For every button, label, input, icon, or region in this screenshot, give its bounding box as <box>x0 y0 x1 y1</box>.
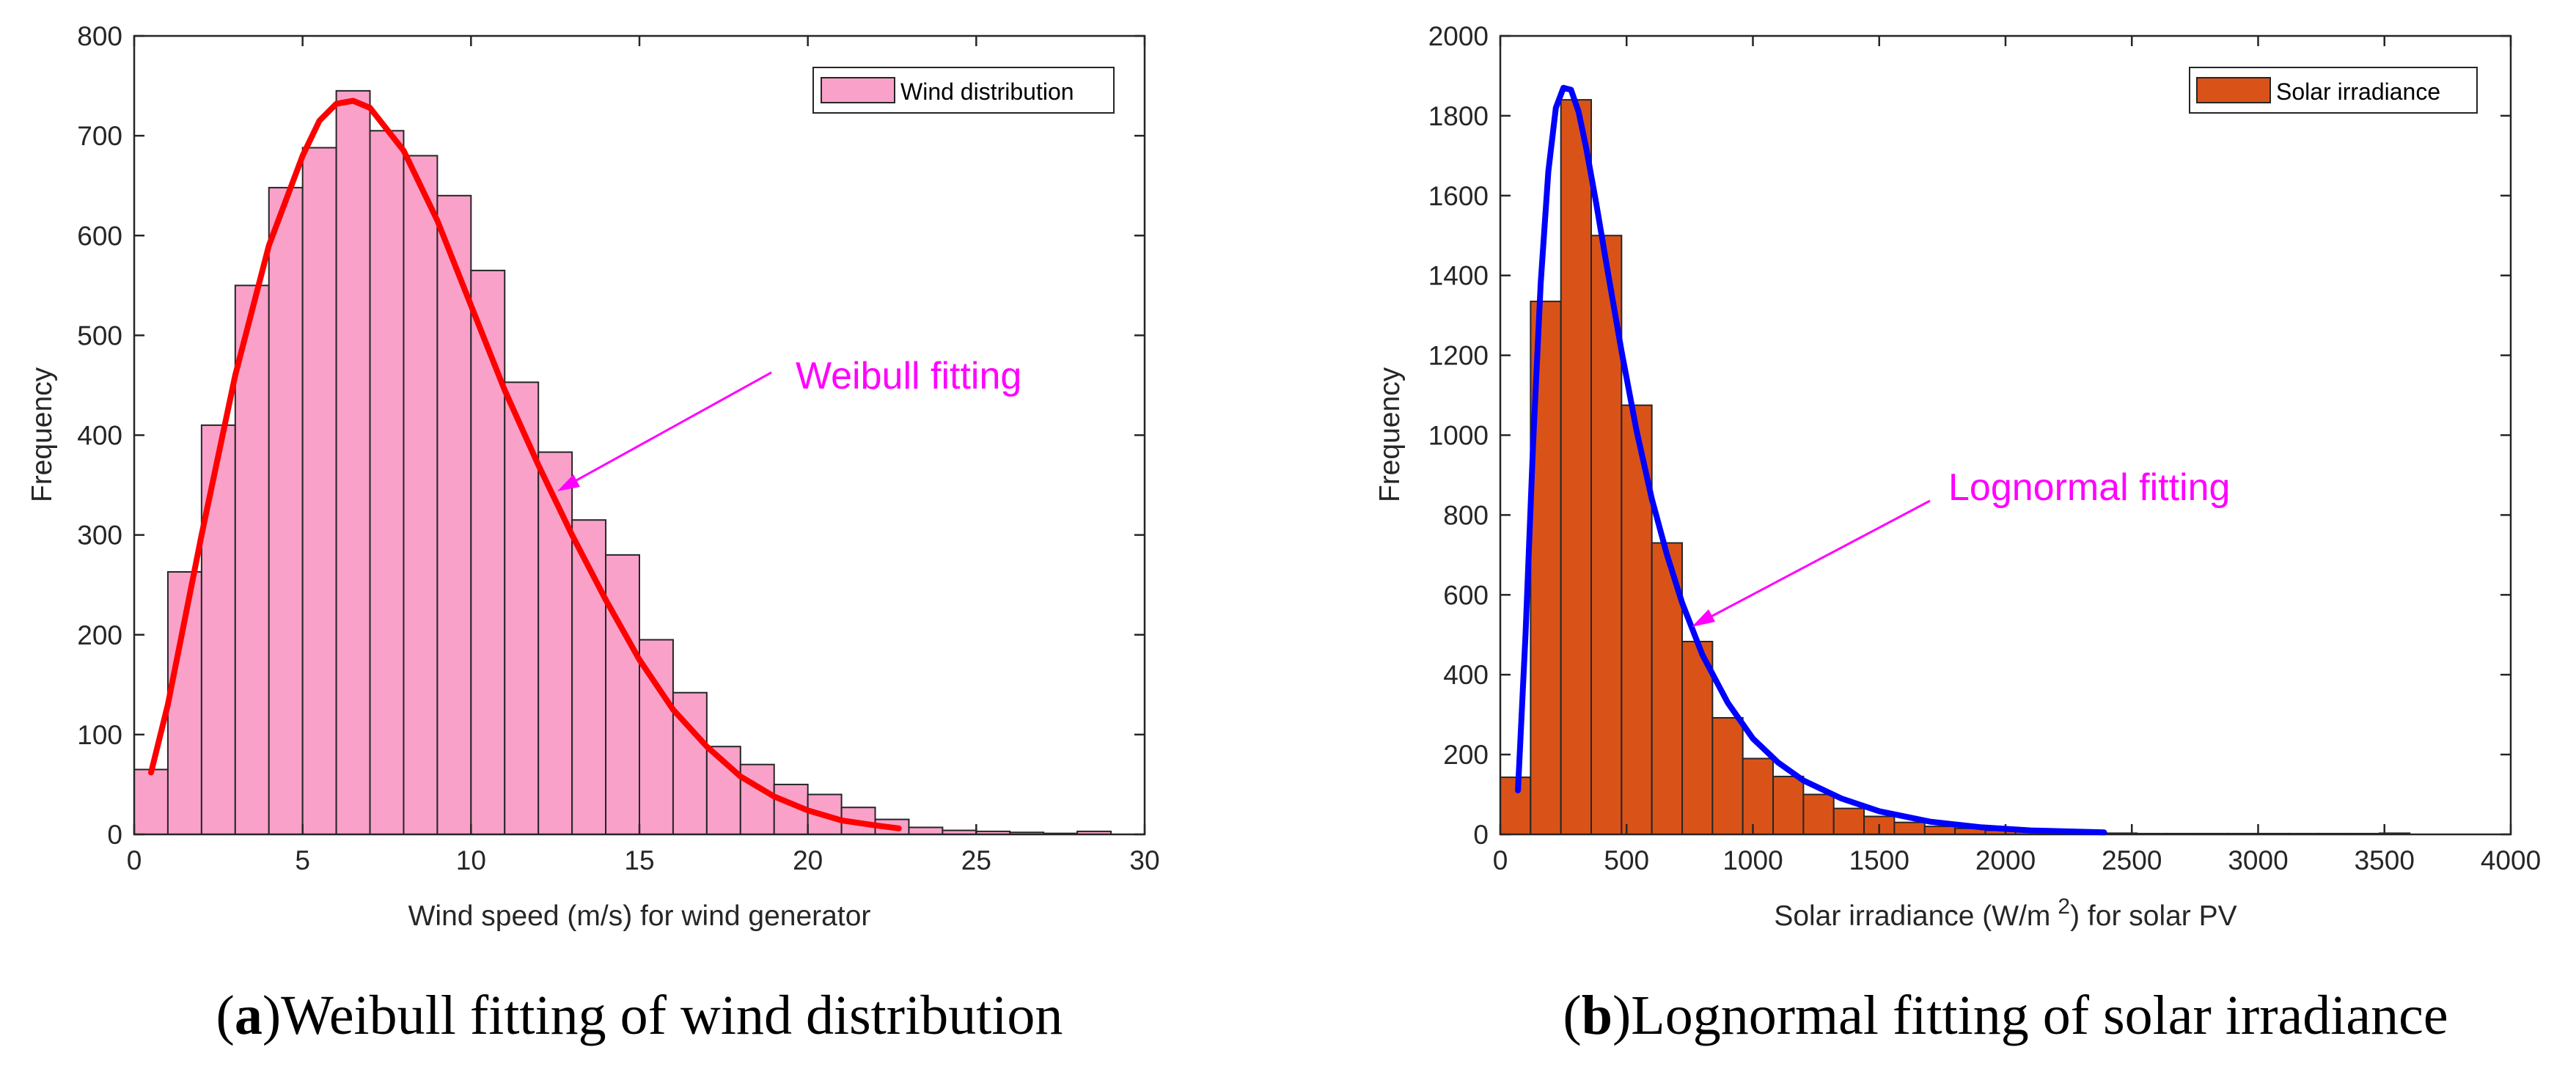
lognormal-arrow-head <box>1692 609 1715 627</box>
solar-y-tick-label: 200 <box>1443 740 1489 770</box>
wind-y-tick-label: 500 <box>77 320 122 350</box>
solar-x-tick-label: 500 <box>1604 845 1649 875</box>
wind-y-tick-label: 400 <box>77 421 122 451</box>
lognormal-arrow-line <box>1700 499 1931 623</box>
wind-x-tick-label: 20 <box>793 845 823 875</box>
wind-x-axis-label: Wind speed (m/s) for wind generator <box>408 900 871 932</box>
solar-x-axis-label-suffix: ) for solar PV <box>2070 900 2237 932</box>
wind-legend-label: Wind distribution <box>900 78 1074 105</box>
solar-y-tick-label: 600 <box>1443 580 1489 610</box>
wind-bar <box>234 284 270 835</box>
solar-y-tick-label: 0 <box>1473 820 1489 850</box>
solar-x-tick-label: 2500 <box>2102 845 2162 875</box>
caption-a-letter: a <box>235 985 263 1046</box>
solar-y-tick-label: 1400 <box>1428 261 1489 291</box>
solar-y-tick-label: 1000 <box>1428 421 1489 451</box>
wind-bar <box>537 451 573 835</box>
solar-y-tick-label: 1200 <box>1428 341 1489 371</box>
wind-bar <box>133 768 169 836</box>
caption-b: (b)Lognormal fitting of solar irradiance <box>1563 985 2448 1046</box>
solar-bar <box>1923 826 1956 835</box>
solar-x-axis-label-sup: 2 <box>2058 894 2070 919</box>
solar-bar <box>1742 757 1775 836</box>
lognormal-fit-curve <box>1515 84 2107 836</box>
solar-axes-box <box>1499 34 2512 836</box>
wind-x-tick-label: 25 <box>961 845 991 875</box>
wind-y-tick-label: 600 <box>77 221 122 251</box>
wind-legend-swatch <box>821 77 895 103</box>
solar-bar <box>1832 807 1865 836</box>
lognormal-annotation: Lognormal fitting <box>1692 466 2230 627</box>
caption-a-text: )Weibull fitting of wind distribution <box>263 985 1063 1046</box>
wind-histogram-bars <box>133 89 1112 836</box>
wind-y-tick-label: 0 <box>107 820 122 850</box>
wind-bar <box>335 89 371 835</box>
wind-x-tick-label: 15 <box>624 845 654 875</box>
solar-legend-swatch <box>2196 77 2271 103</box>
solar-x-tick-label: 1500 <box>1849 845 1909 875</box>
solar-y-tick-label: 800 <box>1443 500 1489 530</box>
solar-bar <box>1560 99 1593 835</box>
weibull-annotation: Weibull fitting <box>557 355 1021 491</box>
solar-tick-labels: 0 500 1000 1500 2000 2500 3000 3500 4000 0 200 400 6… <box>1428 21 2541 875</box>
wind-y-tick-label: 100 <box>77 720 122 750</box>
solar-bar <box>1711 717 1744 835</box>
solar-x-tick-label: 0 <box>1493 845 1508 875</box>
solar-y-tick-label: 1800 <box>1428 101 1489 131</box>
wind-y-tick-label: 800 <box>77 21 122 51</box>
wind-y-axis-label: Frequency <box>26 367 58 502</box>
solar-histogram-bars <box>1500 99 2411 836</box>
caption-a: (a)Weibull fitting of wind distribution <box>216 985 1063 1046</box>
wind-bar <box>436 194 472 835</box>
solar-x-tick-label: 3500 <box>2355 845 2415 875</box>
caption-b-letter: b <box>1582 985 1612 1046</box>
weibull-arrow-line <box>564 371 772 488</box>
wind-x-tick-label: 10 <box>456 845 486 875</box>
solar-x-tick-label: 4000 <box>2481 845 2541 875</box>
wind-bar <box>739 763 775 836</box>
solar-x-axis-label-main: Solar irradiance (W/m <box>1774 900 2050 932</box>
solar-bar <box>1893 821 1926 836</box>
solar-legend-label: Solar irradiance <box>2276 78 2440 105</box>
wind-x-tick-label: 5 <box>295 845 310 875</box>
wind-axes-box <box>133 34 1146 836</box>
wind-legend: Wind distribution <box>812 67 1115 114</box>
wind-bar <box>369 130 405 836</box>
solar-y-tick-label: 400 <box>1443 660 1489 690</box>
wind-x-tick-label: 30 <box>1129 845 1159 875</box>
weibull-annotation-text: Weibull fitting <box>796 355 1021 397</box>
weibull-arrow-head <box>557 474 580 491</box>
wind-y-tick-label: 200 <box>77 620 122 650</box>
wind-bar <box>908 826 944 835</box>
wind-bar <box>200 424 236 835</box>
wind-y-tick-label: 700 <box>77 121 122 151</box>
solar-x-axis-label: Solar irradiance (W/m 2) for solar PV <box>1774 894 2236 932</box>
solar-bar <box>1802 793 1835 836</box>
solar-bar <box>1772 776 1805 835</box>
wind-bar <box>301 147 337 835</box>
solar-y-tick-label: 2000 <box>1428 21 1489 51</box>
solar-x-tick-label: 1000 <box>1722 845 1783 875</box>
caption-b-text: )Lognormal fitting of solar irradiance <box>1612 985 2448 1046</box>
wind-bar <box>268 186 304 836</box>
wind-x-tick-label: 0 <box>127 845 142 875</box>
solar-legend: Solar irradiance <box>2189 67 2478 114</box>
wind-bar <box>403 155 438 836</box>
wind-y-tick-label: 300 <box>77 521 122 551</box>
lognormal-annotation-text: Lognormal fitting <box>1948 466 2230 509</box>
solar-y-tick-label: 1600 <box>1428 181 1489 211</box>
wind-bar <box>605 554 640 835</box>
solar-x-tick-label: 2000 <box>1975 845 2036 875</box>
solar-chart: 0 500 1000 1500 2000 2500 3000 3500 4000 0 200 400 6… <box>1374 21 2541 1046</box>
weibull-fit-curve <box>148 98 902 831</box>
solar-y-axis-label: Frequency <box>1374 367 1406 502</box>
solar-x-tick-label: 3000 <box>2228 845 2288 875</box>
